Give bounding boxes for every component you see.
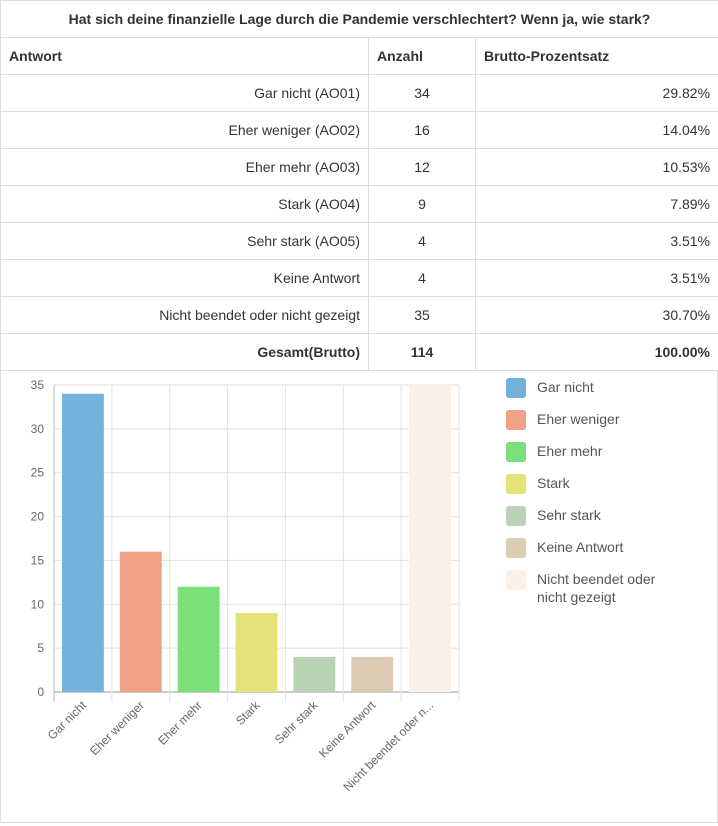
percent-cell: 30.70% <box>476 297 718 334</box>
results-table: Hat sich deine finanzielle Lage durch di… <box>0 0 718 371</box>
header-answer: Antwort <box>1 38 369 75</box>
bar[interactable] <box>409 385 451 692</box>
total-percent: 100.00% <box>476 334 718 371</box>
x-tick-label: Keine Antwort <box>316 698 379 761</box>
y-tick-label: 5 <box>37 641 44 655</box>
legend-item[interactable]: Gar nicht <box>506 378 667 398</box>
answer-cell: Eher mehr (AO03) <box>1 149 369 186</box>
count-cell: 16 <box>369 112 476 149</box>
legend-item[interactable]: Sehr stark <box>506 506 667 526</box>
header-count: Anzahl <box>369 38 476 75</box>
count-cell: 34 <box>369 75 476 112</box>
answer-cell: Gar nicht (AO01) <box>1 75 369 112</box>
answer-cell: Eher weniger (AO02) <box>1 112 369 149</box>
count-cell: 9 <box>369 186 476 223</box>
bar[interactable] <box>62 394 104 692</box>
legend-label: Eher weniger <box>537 410 620 428</box>
y-tick-label: 25 <box>31 466 45 480</box>
legend-swatch <box>506 538 526 558</box>
bar[interactable] <box>293 657 335 692</box>
count-cell: 4 <box>369 260 476 297</box>
total-label: Gesamt(Brutto) <box>1 334 369 371</box>
question-title: Hat sich deine finanzielle Lage durch di… <box>1 1 718 38</box>
legend-swatch <box>506 410 526 430</box>
chart-legend: Gar nicht Eher weniger Eher mehr Stark Sehr … <box>506 378 667 618</box>
bar[interactable] <box>236 613 278 692</box>
bar[interactable] <box>178 587 220 692</box>
bar[interactable] <box>351 657 393 692</box>
legend-swatch <box>506 378 526 398</box>
legend-swatch <box>506 570 526 590</box>
x-tick-label: Eher mehr <box>155 698 205 748</box>
percent-cell: 3.51% <box>476 223 718 260</box>
answer-cell: Stark (AO04) <box>1 186 369 223</box>
legend-label: Keine Antwort <box>537 538 623 556</box>
y-tick-label: 10 <box>31 597 45 611</box>
legend-label: Stark <box>537 474 570 492</box>
legend-item[interactable]: Eher weniger <box>506 410 667 430</box>
legend-label: Nicht beendet oder nicht gezeigt <box>537 570 667 606</box>
bar[interactable] <box>120 552 162 692</box>
x-tick-label: Stark <box>233 698 263 728</box>
legend-swatch <box>506 474 526 494</box>
legend-item[interactable]: Eher mehr <box>506 442 667 462</box>
percent-cell: 3.51% <box>476 260 718 297</box>
percent-cell: 10.53% <box>476 149 718 186</box>
percent-cell: 29.82% <box>476 75 718 112</box>
count-cell: 4 <box>369 223 476 260</box>
y-tick-label: 20 <box>31 510 45 524</box>
answer-cell: Keine Antwort <box>1 260 369 297</box>
count-cell: 12 <box>369 149 476 186</box>
percent-cell: 14.04% <box>476 112 718 149</box>
legend-swatch <box>506 506 526 526</box>
y-tick-label: 15 <box>31 553 45 567</box>
legend-swatch <box>506 442 526 462</box>
total-count: 114 <box>369 334 476 371</box>
x-tick-label: Eher weniger <box>87 698 147 758</box>
legend-label: Gar nicht <box>537 378 594 396</box>
x-tick-label: Gar nicht <box>45 698 90 743</box>
legend-label: Sehr stark <box>537 506 601 524</box>
legend-item[interactable]: Keine Antwort <box>506 538 667 558</box>
x-tick-label: Sehr stark <box>272 698 321 747</box>
y-tick-label: 0 <box>37 685 44 699</box>
legend-item[interactable]: Nicht beendet oder nicht gezeigt <box>506 570 667 606</box>
header-percent: Brutto-Prozentsatz <box>476 38 718 75</box>
legend-item[interactable]: Stark <box>506 474 667 494</box>
y-tick-label: 30 <box>31 422 45 436</box>
y-tick-label: 35 <box>31 378 45 392</box>
legend-label: Eher mehr <box>537 442 602 460</box>
answer-cell: Sehr stark (AO05) <box>1 223 369 260</box>
count-cell: 35 <box>369 297 476 334</box>
percent-cell: 7.89% <box>476 186 718 223</box>
answer-cell: Nicht beendet oder nicht gezeigt <box>1 297 369 334</box>
